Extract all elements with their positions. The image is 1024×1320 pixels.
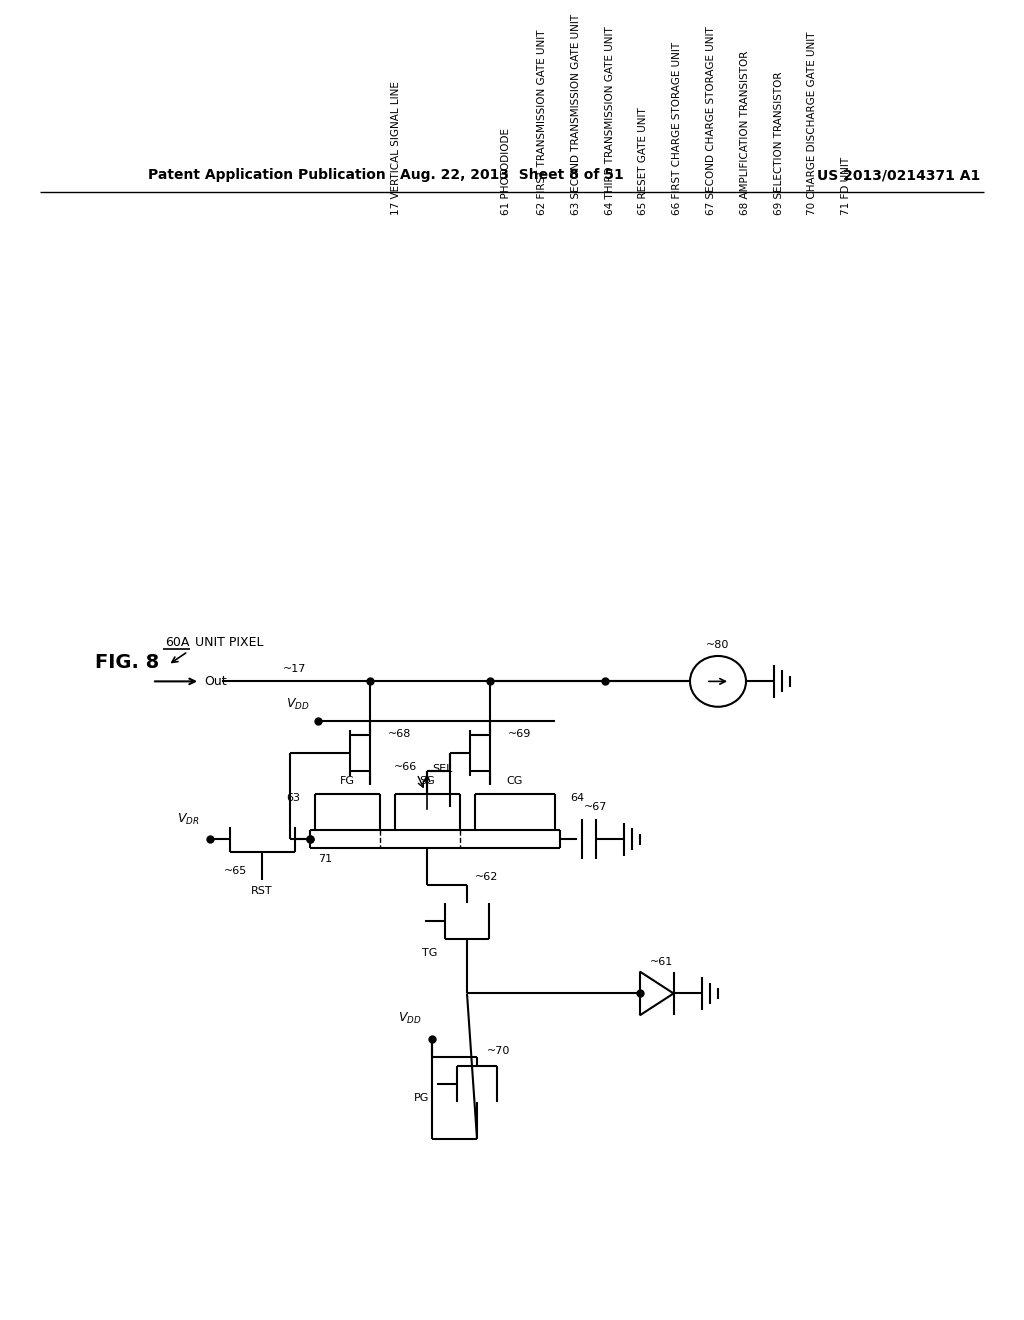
Text: Patent Application Publication: Patent Application Publication	[148, 168, 386, 182]
Text: 69 SELECTION TRANSISTOR: 69 SELECTION TRANSISTOR	[774, 71, 784, 215]
Text: 66 FIRST CHARGE STORAGE UNIT: 66 FIRST CHARGE STORAGE UNIT	[672, 42, 682, 215]
Text: 64 THIRD TRANSMISSION GATE UNIT: 64 THIRD TRANSMISSION GATE UNIT	[605, 26, 615, 215]
Text: PG: PG	[414, 1093, 429, 1102]
Text: ~65: ~65	[224, 866, 247, 876]
Text: SG: SG	[419, 776, 435, 787]
Text: Out: Out	[204, 675, 226, 688]
Text: 70 CHARGE DISCHARGE GATE UNIT: 70 CHARGE DISCHARGE GATE UNIT	[807, 32, 817, 215]
Text: TG: TG	[422, 948, 437, 957]
Text: RST: RST	[251, 886, 272, 896]
Text: ~68: ~68	[388, 729, 412, 739]
Text: ~70: ~70	[487, 1047, 510, 1056]
Text: ~61: ~61	[650, 957, 673, 966]
Text: 64: 64	[570, 793, 584, 804]
Text: ~67: ~67	[584, 803, 607, 813]
Text: 71: 71	[318, 854, 332, 865]
Text: ~17: ~17	[284, 664, 306, 673]
Text: 60A: 60A	[165, 636, 189, 649]
Text: 62 FIRST TRANSMISSION GATE UNIT: 62 FIRST TRANSMISSION GATE UNIT	[537, 29, 547, 215]
Text: $V_{DD}$: $V_{DD}$	[287, 697, 310, 713]
Text: FIG. 8: FIG. 8	[95, 653, 160, 672]
Text: ~80: ~80	[707, 640, 730, 649]
Text: 63 SECOND TRANSMISSION GATE UNIT: 63 SECOND TRANSMISSION GATE UNIT	[571, 15, 581, 215]
Text: ~66: ~66	[394, 762, 417, 772]
Text: FG: FG	[340, 776, 354, 787]
Text: $V_{DD}$: $V_{DD}$	[398, 1011, 422, 1026]
Text: 68 AMPLIFICATION TRANSISTOR: 68 AMPLIFICATION TRANSISTOR	[740, 50, 750, 215]
Text: SEL: SEL	[432, 764, 453, 775]
Text: 63: 63	[286, 793, 300, 804]
Text: Aug. 22, 2013  Sheet 8 of 51: Aug. 22, 2013 Sheet 8 of 51	[400, 168, 624, 182]
Text: UNIT PIXEL: UNIT PIXEL	[195, 636, 263, 649]
Text: ~62: ~62	[475, 873, 499, 882]
Text: 71 FD UNIT: 71 FD UNIT	[841, 157, 851, 215]
Text: 61 PHOTODIODE: 61 PHOTODIODE	[501, 128, 511, 215]
Text: 17 VERTICAL SIGNAL LINE: 17 VERTICAL SIGNAL LINE	[391, 82, 401, 215]
Text: $V_{DR}$: $V_{DR}$	[177, 812, 200, 826]
Text: 65 RESET GATE UNIT: 65 RESET GATE UNIT	[638, 107, 648, 215]
Text: CG: CG	[507, 776, 523, 787]
Text: ~69: ~69	[508, 729, 531, 739]
Text: US 2013/0214371 A1: US 2013/0214371 A1	[817, 168, 980, 182]
Text: 67 SECOND CHARGE STORAGE UNIT: 67 SECOND CHARGE STORAGE UNIT	[706, 26, 716, 215]
